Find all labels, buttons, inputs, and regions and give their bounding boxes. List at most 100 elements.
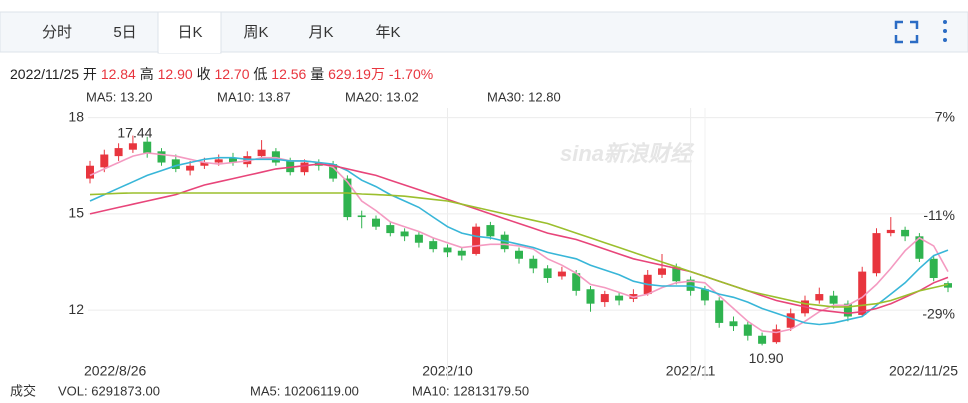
candle-body	[543, 268, 552, 279]
tab[interactable]: 日K	[177, 24, 202, 41]
legend-entry: MA5: 13.20	[86, 89, 153, 104]
candle-body	[515, 250, 523, 259]
info-value: 12.56	[271, 66, 306, 82]
footer-stat: VOL: 6291873.00	[58, 383, 160, 398]
candle-body	[386, 225, 395, 234]
tab[interactable]: 年K	[375, 24, 400, 41]
candle-body	[457, 250, 466, 256]
min-label: 10.90	[749, 350, 784, 366]
info-label: 开	[83, 66, 97, 82]
candle-body	[186, 165, 195, 171]
candle-body	[500, 234, 509, 250]
info-label: 收	[197, 66, 211, 82]
y-tick-label: 15	[68, 205, 84, 221]
candle-body	[86, 165, 94, 179]
candle-body	[100, 154, 109, 168]
change: -1.70%	[389, 66, 433, 82]
candle-body	[343, 178, 352, 218]
candle-body	[715, 300, 724, 323]
candle-body	[200, 162, 209, 166]
candle-body	[872, 233, 881, 274]
candle-body	[915, 236, 924, 259]
candle-body	[815, 294, 824, 301]
candle-body	[672, 266, 681, 282]
y2-tick-label: 7%	[935, 109, 955, 125]
tab[interactable]: 分时	[42, 24, 72, 41]
candle-body	[829, 295, 838, 304]
candle-body	[786, 313, 795, 328]
candle-body	[886, 229, 895, 234]
ma-line	[89, 156, 949, 326]
candle-body	[128, 143, 137, 150]
candle-body	[843, 303, 852, 317]
watermark: sina新浪财经	[560, 141, 695, 166]
candle-body	[472, 226, 481, 254]
footer-stat: 成交	[10, 383, 36, 398]
candle-body	[929, 258, 938, 279]
tab[interactable]: 周K	[243, 24, 268, 41]
x-tick-label: 2022/8/26	[84, 363, 146, 379]
x-tick-label: 2022/11/25	[889, 363, 958, 379]
candle-body	[729, 321, 738, 327]
candle-body	[486, 225, 495, 237]
candle-body	[143, 141, 152, 153]
ma-line	[89, 192, 949, 308]
candle-body	[658, 268, 666, 275]
active-tab-bg	[157, 11, 222, 54]
candle-body	[414, 234, 423, 243]
candle-body	[300, 162, 309, 173]
info-value: 12.84	[101, 66, 136, 82]
y2-tick-label: -11%	[923, 207, 955, 223]
candle-body	[600, 294, 609, 303]
info-label: 低	[253, 66, 267, 82]
candle-body	[758, 335, 767, 344]
candle-body	[229, 157, 237, 163]
candle-body	[429, 241, 438, 250]
candle-body	[529, 258, 538, 269]
fullscreen-icon[interactable]	[894, 20, 919, 44]
candle-body	[944, 283, 952, 288]
candle-body	[572, 273, 581, 291]
info-value: 12.70	[214, 66, 249, 82]
y-tick-label: 18	[68, 108, 84, 124]
candle-body	[257, 149, 266, 157]
info-value: 629.19万	[328, 66, 385, 82]
candle-body	[615, 295, 624, 301]
more-icon[interactable]	[943, 20, 947, 42]
legend-entry: MA30: 12.80	[487, 89, 561, 104]
candle-body	[700, 289, 709, 301]
candle-body	[901, 229, 910, 237]
info-label: 高	[140, 66, 154, 82]
candle-body	[743, 324, 752, 336]
tab[interactable]: 5日	[113, 24, 136, 41]
candle-body	[114, 148, 123, 157]
candle-body	[372, 218, 380, 227]
candle-body	[557, 271, 566, 277]
candle-body	[443, 247, 452, 253]
footer-stat: MA10: 12813179.50	[412, 383, 529, 398]
y-tick-label: 12	[68, 301, 84, 317]
tab[interactable]: 月K	[308, 24, 333, 41]
footer-stat: MA5: 10206119.00	[250, 383, 359, 398]
candle-body	[400, 231, 409, 237]
legend-entry: MA20: 13.02	[345, 89, 419, 104]
legend-entry: MA10: 13.87	[217, 89, 291, 104]
candle-body	[157, 151, 166, 163]
candle-body	[858, 271, 867, 315]
candle-body	[214, 159, 223, 163]
y2-tick-label: -29%	[922, 306, 955, 322]
candle-body	[357, 215, 366, 218]
info-value: 12.90	[158, 66, 193, 82]
info-label: 量	[310, 66, 324, 82]
info-line: 2022/11/25 开 12.84 高 12.90 收 12.70 低 12.…	[10, 66, 433, 82]
candle-body	[586, 289, 595, 304]
candle-body	[329, 164, 338, 179]
ma-line	[89, 163, 949, 315]
date: 2022/11/25	[10, 66, 79, 82]
candle-body	[772, 329, 781, 343]
tab-bar	[0, 11, 968, 53]
ma-line	[89, 152, 949, 334]
candle-body	[171, 159, 180, 169]
max-label: 17.44	[117, 124, 152, 140]
